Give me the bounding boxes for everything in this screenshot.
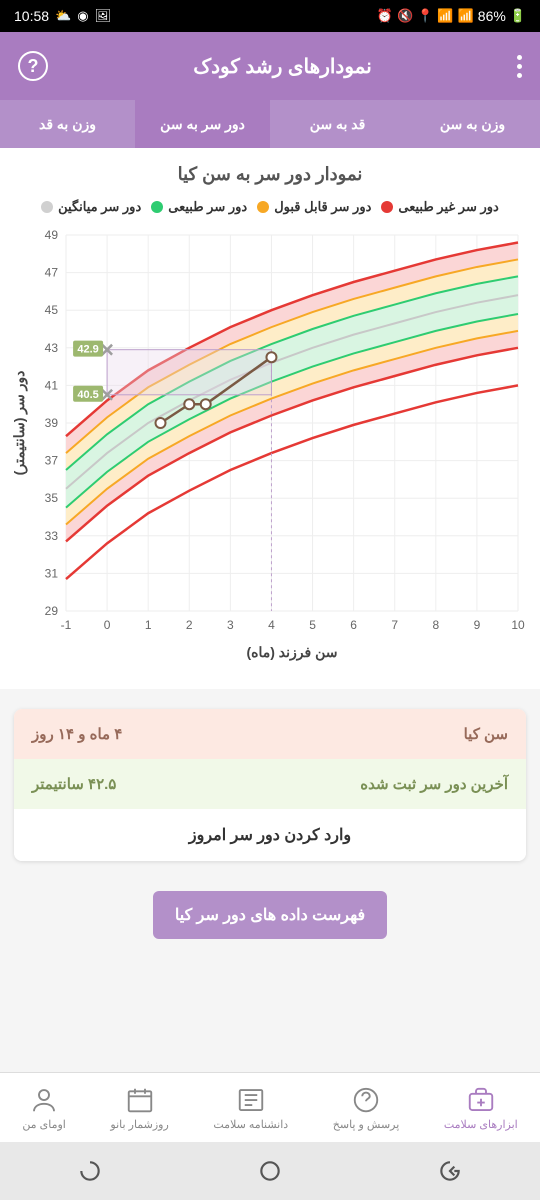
- app-header: نمودارهای رشد کودک ?: [0, 32, 540, 100]
- svg-text:3: 3: [227, 618, 234, 632]
- svg-text:31: 31: [45, 566, 59, 580]
- battery-text: 86%: [478, 8, 506, 24]
- chart-legend: دور سر غیر طبیعی دور سر قابل قبول دور سر…: [10, 199, 530, 215]
- svg-text:7: 7: [391, 618, 398, 632]
- svg-text:9: 9: [474, 618, 481, 632]
- last-label: آخرین دور سر ثبت شده: [360, 775, 508, 793]
- svg-text:42.9: 42.9: [77, 344, 98, 356]
- last-row: آخرین دور سر ثبت شده ۴۲.۵ سانتیمتر: [14, 759, 526, 809]
- profile-icon: [29, 1085, 59, 1115]
- svg-text:35: 35: [45, 491, 59, 505]
- help-button[interactable]: ?: [18, 51, 48, 81]
- location-icon: 📍: [417, 8, 433, 24]
- svg-text:29: 29: [45, 604, 59, 618]
- legend-item: دور سر طبیعی: [151, 199, 247, 215]
- nav-profile[interactable]: اومای من: [22, 1085, 66, 1131]
- svg-text:40.5: 40.5: [77, 389, 98, 401]
- nav-qa[interactable]: پرسش و پاسخ: [333, 1085, 400, 1131]
- home-button[interactable]: [257, 1158, 283, 1184]
- svg-text:سن فرزند (ماه): سن فرزند (ماه): [246, 644, 337, 661]
- status-bar: 10:58 ⛅ ◉ 🖼 ⏰ 🔇 📍 📶 📶 86% 🔋: [0, 0, 540, 32]
- svg-text:1: 1: [145, 618, 152, 632]
- legend-item: دور سر میانگین: [41, 199, 141, 215]
- signal-icon: 📶: [458, 8, 474, 24]
- chart-title: نمودار دور سر به سن کیا: [10, 164, 530, 185]
- tabs: وزن به سن قد به سن دور سر به سن وزن به ق…: [0, 100, 540, 148]
- recents-button[interactable]: [77, 1158, 103, 1184]
- wifi-icon: 📶: [437, 8, 453, 24]
- info-card: سن کیا ۴ ماه و ۱۴ روز آخرین دور سر ثبت ش…: [14, 709, 526, 861]
- svg-text:4: 4: [268, 618, 275, 632]
- nav-encyclopedia[interactable]: دانشنامه سلامت: [213, 1085, 288, 1131]
- bottom-nav: ابزارهای سلامت پرسش و پاسخ دانشنامه سلام…: [0, 1072, 540, 1142]
- data-list-button[interactable]: فهرست داده های دور سر کیا: [153, 891, 387, 939]
- svg-text:0: 0: [104, 618, 111, 632]
- question-icon: [351, 1085, 381, 1115]
- svg-text:49: 49: [45, 228, 59, 242]
- svg-text:دور سر (سانتیمتر): دور سر (سانتیمتر): [11, 371, 28, 476]
- nav-health-tools[interactable]: ابزارهای سلامت: [444, 1085, 518, 1131]
- tab-head-age[interactable]: دور سر به سن: [135, 100, 270, 148]
- status-icon: 🖼: [95, 8, 112, 24]
- svg-text:6: 6: [350, 618, 357, 632]
- back-button[interactable]: [437, 1158, 463, 1184]
- chart-section: نمودار دور سر به سن کیا دور سر غیر طبیعی…: [0, 148, 540, 689]
- tab-height-age[interactable]: قد به سن: [270, 100, 405, 148]
- age-label: سن کیا: [464, 725, 508, 743]
- enter-today-button[interactable]: وارد کردن دور سر امروز: [14, 809, 526, 861]
- tab-weight-age[interactable]: وزن به سن: [405, 100, 540, 148]
- nav-calendar[interactable]: روزشمار بانو: [110, 1085, 168, 1131]
- svg-text:47: 47: [45, 266, 59, 280]
- menu-button[interactable]: [517, 55, 522, 78]
- status-icon: ◉: [77, 8, 88, 24]
- calendar-icon: [125, 1085, 155, 1115]
- legend-item: دور سر غیر طبیعی: [381, 199, 498, 215]
- chart-canvas: 42.940.52931333537394143454749-101234567…: [10, 227, 530, 667]
- svg-text:41: 41: [45, 378, 59, 392]
- medkit-icon: [466, 1085, 496, 1115]
- age-row: سن کیا ۴ ماه و ۱۴ روز: [14, 709, 526, 759]
- svg-text:5: 5: [309, 618, 316, 632]
- status-time: 10:58: [14, 8, 49, 24]
- alarm-icon: ⏰: [377, 8, 393, 24]
- legend-item: دور سر قابل قبول: [257, 199, 371, 215]
- svg-text:45: 45: [45, 303, 59, 317]
- svg-text:37: 37: [45, 454, 59, 468]
- tab-weight-height[interactable]: وزن به قد: [0, 100, 135, 148]
- age-value: ۴ ماه و ۱۴ روز: [32, 725, 122, 743]
- svg-text:43: 43: [45, 341, 59, 355]
- svg-text:8: 8: [432, 618, 439, 632]
- page-title: نمودارهای رشد کودک: [193, 54, 372, 79]
- system-nav: [0, 1142, 540, 1200]
- svg-text:-1: -1: [61, 618, 72, 632]
- svg-text:2: 2: [186, 618, 193, 632]
- status-icon: ⛅: [55, 8, 71, 24]
- svg-text:33: 33: [45, 529, 59, 543]
- svg-text:39: 39: [45, 416, 59, 430]
- mute-icon: 🔇: [397, 8, 413, 24]
- news-icon: [236, 1085, 266, 1115]
- last-value: ۴۲.۵ سانتیمتر: [32, 775, 116, 793]
- svg-text:10: 10: [511, 618, 525, 632]
- battery-icon: 🔋: [510, 8, 526, 24]
